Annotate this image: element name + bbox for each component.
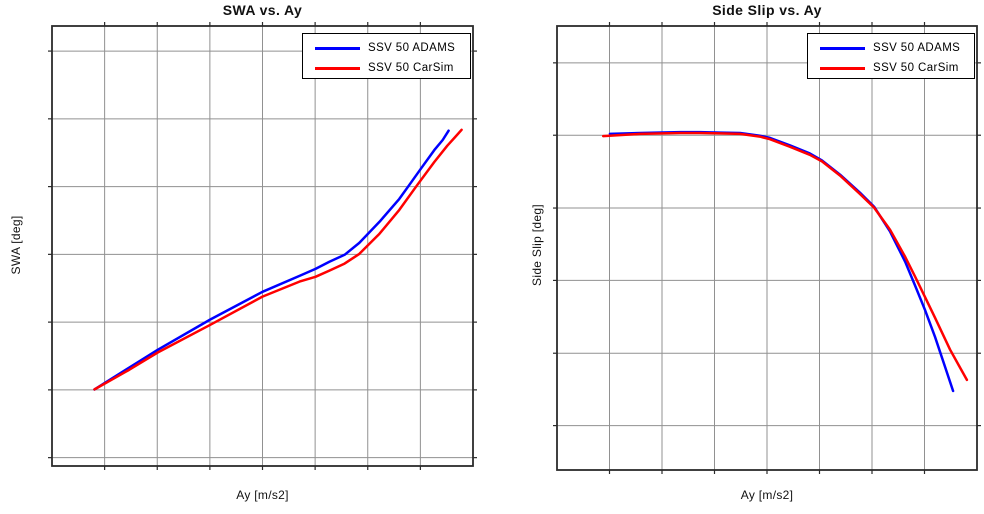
legend-entry: SSV 50 ADAMS	[315, 38, 470, 58]
y-axis-label-swa: SWA [deg]	[9, 215, 23, 275]
legend-line-carsim	[820, 66, 865, 70]
legend-label-adams: SSV 50 ADAMS	[873, 42, 961, 54]
swa-plot-canvas	[48, 22, 477, 470]
y-axis-label-sideslip: Side Slip [deg]	[530, 204, 544, 286]
legend-label-adams: SSV 50 ADAMS	[368, 42, 456, 54]
legend-line-carsim	[315, 66, 360, 70]
legend-sideslip: SSV 50 ADAMS SSV 50 CarSim	[807, 33, 975, 79]
legend-line-adams	[315, 46, 360, 50]
legend-entry: SSV 50 CarSim	[315, 58, 470, 78]
x-axis-label-swa: Ay [m/s2]	[236, 488, 289, 502]
legend-swa: SSV 50 ADAMS SSV 50 CarSim	[302, 33, 471, 79]
legend-label-carsim: SSV 50 CarSim	[368, 62, 454, 74]
legend-entry: SSV 50 ADAMS	[820, 38, 974, 58]
legend-label-carsim: SSV 50 CarSim	[873, 62, 959, 74]
chart-title-swa: SWA vs. Ay	[222, 2, 303, 18]
chart-title-sideslip: Side Slip vs. Ay	[712, 2, 822, 18]
legend-entry: SSV 50 CarSim	[820, 58, 974, 78]
legend-line-adams	[820, 46, 865, 50]
sideslip-plot-canvas	[553, 22, 981, 474]
x-axis-label-sideslip: Ay [m/s2]	[740, 488, 794, 502]
